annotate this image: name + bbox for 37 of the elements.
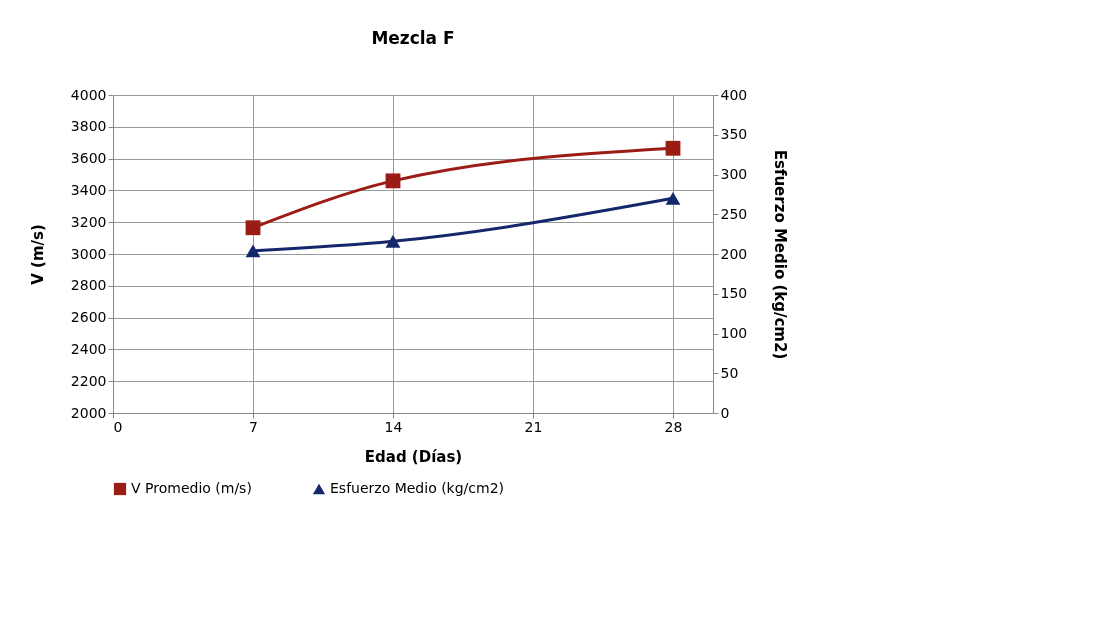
y2-axis-title: Esfuerzo Medio (kg/cm2) — [771, 149, 790, 360]
y-tick-label: 2800 — [70, 277, 107, 294]
point — [385, 234, 401, 248]
y-tick-label: 3800 — [70, 118, 107, 135]
point — [245, 220, 261, 236]
y-tick-label: 2200 — [70, 372, 107, 389]
y2-tick-label: 0 — [720, 404, 730, 421]
x-tick-label: 28 — [664, 418, 683, 435]
y-tick-label: 3000 — [70, 245, 107, 262]
x-tick-label: 14 — [384, 418, 403, 435]
y-tick-label: 3200 — [70, 213, 107, 230]
y-tick-label: 3600 — [70, 150, 107, 167]
x-tick-label: 0 — [113, 418, 123, 435]
x-tick-label: 21 — [524, 418, 543, 435]
y-tick-label: 2400 — [70, 340, 107, 357]
point — [245, 244, 261, 258]
y-tick-label: 4000 — [70, 86, 107, 103]
y-tick-label: 2600 — [70, 309, 107, 326]
y2-tick-label: 350 — [720, 126, 748, 143]
y2-tick-label: 300 — [720, 166, 748, 182]
legend-label: Esfuerzo Medio (kg/cm2) — [330, 480, 505, 496]
x-axis-title: Edad (Días) — [364, 447, 463, 466]
y2-tick-label: 400 — [720, 86, 748, 103]
y2-tick-label: 100 — [720, 325, 748, 341]
legend-label: V Promedio (m/s) — [131, 480, 252, 496]
y2-tick-label: 200 — [720, 245, 748, 262]
y-tick-label: 2000 — [70, 404, 107, 421]
y2-tick-label: 50 — [720, 364, 739, 381]
point — [665, 140, 681, 156]
point — [665, 191, 681, 205]
y2-tick-label: 250 — [720, 205, 748, 222]
y2-tick-label: 150 — [720, 285, 748, 302]
x-tick-label: 7 — [249, 418, 258, 435]
y-axis-title: V (m/s) — [28, 224, 47, 285]
y-tick-label: 3400 — [70, 181, 107, 198]
chart-title: Mezcla F — [371, 28, 455, 48]
point — [385, 173, 401, 189]
